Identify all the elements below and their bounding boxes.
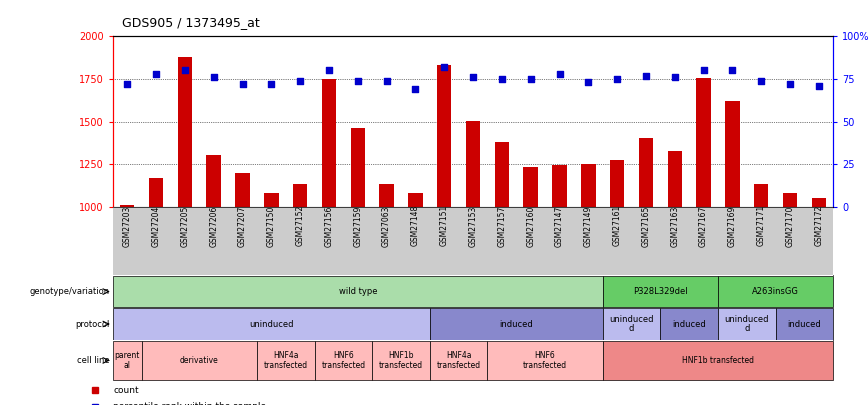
Bar: [552, 165, 567, 207]
Bar: [379, 184, 394, 207]
Bar: [207, 155, 220, 207]
Point: [322, 67, 336, 74]
Text: A263insGG: A263insGG: [753, 287, 799, 296]
Text: induced: induced: [787, 320, 821, 328]
Bar: [430, 309, 602, 339]
Point: [697, 67, 711, 74]
Bar: [725, 101, 740, 207]
Bar: [372, 341, 430, 380]
Bar: [257, 341, 314, 380]
Text: HNF4a
transfected: HNF4a transfected: [437, 351, 481, 370]
Bar: [661, 309, 718, 339]
Point: [265, 81, 279, 87]
Text: HNF6
transfected: HNF6 transfected: [321, 351, 365, 370]
Bar: [718, 309, 776, 339]
Text: HNF6
transfected: HNF6 transfected: [523, 351, 567, 370]
Point: [667, 74, 681, 81]
Point: [379, 77, 393, 84]
Bar: [602, 341, 833, 380]
Bar: [235, 173, 250, 207]
Text: HNF4a
transfected: HNF4a transfected: [264, 351, 308, 370]
Point: [754, 77, 768, 84]
Text: HNF1b
transfected: HNF1b transfected: [379, 351, 423, 370]
Bar: [783, 193, 797, 207]
Text: protocol: protocol: [76, 320, 110, 328]
Point: [495, 76, 509, 82]
Bar: [141, 341, 257, 380]
Text: P328L329del: P328L329del: [633, 287, 687, 296]
Point: [523, 76, 537, 82]
Bar: [293, 184, 307, 207]
Point: [639, 72, 653, 79]
Bar: [718, 276, 833, 307]
Point: [783, 81, 797, 87]
Point: [582, 79, 595, 85]
Text: count: count: [114, 386, 139, 395]
Text: parent
al: parent al: [115, 351, 140, 370]
Bar: [602, 276, 718, 307]
Point: [553, 70, 567, 77]
Text: wild type: wild type: [339, 287, 377, 296]
Bar: [120, 205, 135, 207]
Bar: [113, 341, 141, 380]
Text: HNF1b transfected: HNF1b transfected: [682, 356, 754, 365]
Bar: [582, 164, 595, 207]
Bar: [437, 65, 451, 207]
Bar: [488, 341, 602, 380]
Point: [207, 74, 220, 81]
Bar: [754, 184, 768, 207]
Bar: [523, 167, 538, 207]
Bar: [113, 276, 602, 307]
Bar: [495, 142, 509, 207]
Bar: [314, 341, 372, 380]
Text: derivative: derivative: [180, 356, 219, 365]
Point: [351, 77, 365, 84]
Text: induced: induced: [673, 320, 706, 328]
Point: [409, 86, 423, 92]
Text: uninduced
d: uninduced d: [609, 315, 654, 333]
Bar: [639, 138, 653, 207]
Point: [466, 74, 480, 81]
Bar: [610, 160, 624, 207]
Text: cell line: cell line: [77, 356, 110, 365]
Bar: [430, 341, 488, 380]
Text: uninduced
d: uninduced d: [725, 315, 769, 333]
Bar: [408, 193, 423, 207]
Point: [178, 67, 192, 74]
Point: [610, 76, 624, 82]
Bar: [264, 193, 279, 207]
Point: [726, 67, 740, 74]
Bar: [812, 198, 826, 207]
Text: induced: induced: [499, 320, 533, 328]
Bar: [113, 309, 430, 339]
Bar: [667, 151, 682, 207]
Bar: [351, 128, 365, 207]
Point: [437, 64, 451, 70]
Point: [293, 77, 307, 84]
Point: [149, 70, 163, 77]
Text: uninduced: uninduced: [249, 320, 293, 328]
Bar: [602, 309, 661, 339]
Text: genotype/variation: genotype/variation: [30, 287, 110, 296]
Bar: [149, 179, 163, 207]
Point: [812, 83, 825, 89]
Point: [235, 81, 249, 87]
Bar: [776, 309, 833, 339]
Text: percentile rank within the sample: percentile rank within the sample: [114, 402, 266, 405]
Point: [121, 81, 135, 87]
Bar: [696, 78, 711, 207]
Text: GDS905 / 1373495_at: GDS905 / 1373495_at: [122, 16, 260, 29]
Bar: [178, 57, 192, 207]
Bar: [322, 79, 336, 207]
Bar: [466, 121, 480, 207]
